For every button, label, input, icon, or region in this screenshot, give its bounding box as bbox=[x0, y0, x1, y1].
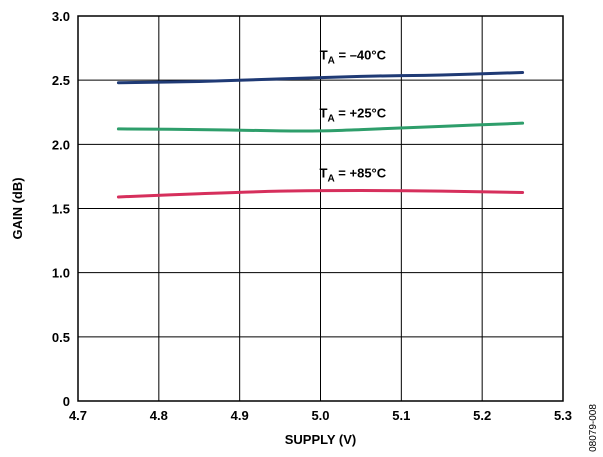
y-tick-label: 3.0 bbox=[52, 9, 70, 24]
y-tick-label: 1.5 bbox=[52, 202, 70, 217]
series-label-2: TA = +85°C bbox=[320, 166, 387, 185]
x-tick-label: 4.7 bbox=[69, 408, 87, 423]
x-axis-title: SUPPLY (V) bbox=[285, 432, 357, 447]
series-line-1 bbox=[116, 121, 525, 133]
x-tick-label: 5.0 bbox=[311, 408, 329, 423]
series-label-0: TA = –40°C bbox=[320, 48, 387, 67]
series-line-0 bbox=[116, 70, 525, 85]
y-tick-labels: 0 0.5 1.0 1.5 2.0 2.5 3.0 bbox=[52, 9, 70, 409]
series-line-2 bbox=[116, 189, 525, 199]
y-tick-label: 2.5 bbox=[52, 73, 70, 88]
y-tick-label: 1.0 bbox=[52, 266, 70, 281]
y-tick-label: 0.5 bbox=[52, 330, 70, 345]
y-axis-title: GAIN (dB) bbox=[10, 177, 25, 239]
y-tick-label: 0 bbox=[63, 394, 70, 409]
x-tick-labels: 4.7 4.8 4.9 5.0 5.1 5.2 5.3 bbox=[69, 408, 572, 423]
series-labels: TA = –40°C TA = +25°C TA = +85°C bbox=[320, 48, 387, 185]
series-label-1: TA = +25°C bbox=[320, 105, 387, 124]
series-lines bbox=[116, 70, 525, 199]
x-tick-label: 5.1 bbox=[392, 408, 410, 423]
x-tick-label: 4.9 bbox=[231, 408, 249, 423]
x-tick-label: 4.8 bbox=[150, 408, 168, 423]
figure-id: 08079-008 bbox=[588, 404, 599, 452]
x-tick-label: 5.2 bbox=[473, 408, 491, 423]
y-tick-label: 2.0 bbox=[52, 137, 70, 152]
plot-frame bbox=[77, 15, 564, 402]
x-tick-label: 5.3 bbox=[554, 408, 572, 423]
